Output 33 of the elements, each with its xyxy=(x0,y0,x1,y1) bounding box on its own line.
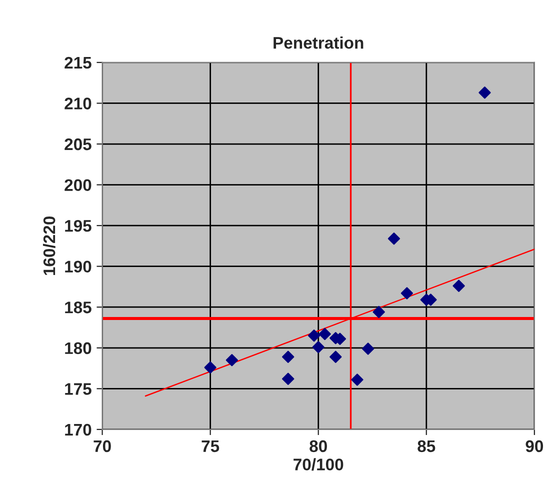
y-axis-title: 160/220 xyxy=(42,216,56,276)
point xyxy=(388,232,400,245)
y-tick-label: 215 xyxy=(64,56,92,69)
y-tick-label: 195 xyxy=(65,220,92,232)
point xyxy=(282,372,294,385)
point xyxy=(312,341,324,354)
y-tick-label: 170 xyxy=(65,424,92,436)
x-tick-label: 85 xyxy=(418,440,436,452)
point xyxy=(308,330,320,342)
chart-title: Penetration xyxy=(274,36,364,49)
y-tick-label: 185 xyxy=(65,302,92,314)
y-tick-label: 210 xyxy=(64,98,92,110)
y-tick-label: 190 xyxy=(65,260,92,273)
point xyxy=(362,342,374,355)
x-tick-label: 75 xyxy=(202,440,220,452)
x-tick-label: 90 xyxy=(526,440,544,452)
point xyxy=(478,86,491,99)
point xyxy=(318,328,331,340)
y-tick-label: 200 xyxy=(64,179,92,191)
point xyxy=(372,306,385,318)
point xyxy=(226,354,238,366)
x-tick-label: 80 xyxy=(310,440,327,452)
point xyxy=(204,361,216,374)
y-tick-label: 175 xyxy=(65,383,92,395)
y-tick-label: 205 xyxy=(64,138,92,150)
point xyxy=(330,350,342,363)
x-tick-label: 70 xyxy=(94,440,111,452)
x-axis-title: 70/100 xyxy=(294,458,344,471)
point xyxy=(351,374,364,386)
point xyxy=(282,350,294,363)
point xyxy=(452,280,465,292)
point xyxy=(400,287,414,300)
y-tick-label: 180 xyxy=(65,342,92,354)
